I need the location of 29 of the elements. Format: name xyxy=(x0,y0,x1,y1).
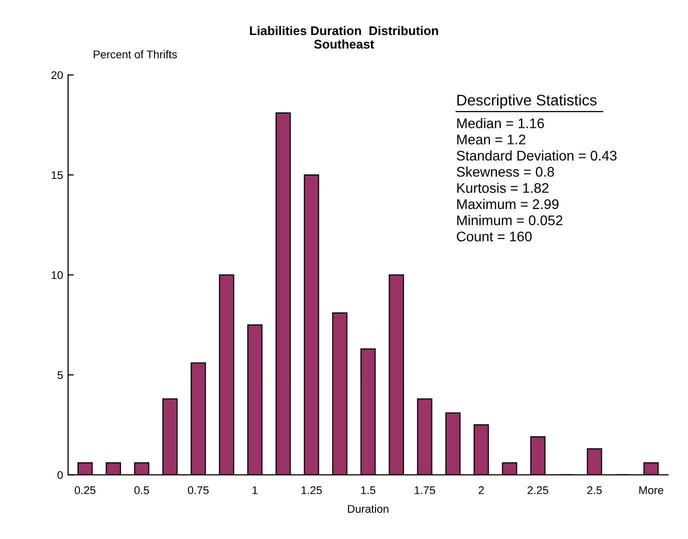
y-tick-label: 5 xyxy=(58,371,63,380)
annotation: Median = 1.16 xyxy=(457,118,544,128)
chart-subtitle: Southeast xyxy=(314,39,374,49)
annotation: Kurtosis = 1.82 xyxy=(457,182,548,193)
x-tick-label: 2.25 xyxy=(528,486,548,494)
x-tick-label: More xyxy=(639,486,664,494)
x-tick-label: 1.75 xyxy=(414,486,436,494)
annotation: Standard Deviation = 0.43 xyxy=(456,150,617,161)
annotation: Count = 160 xyxy=(456,232,532,242)
x-tick-label: 1 xyxy=(252,486,258,494)
chart-title: Liabilities Duration Distribution xyxy=(250,26,438,36)
y-axis-title: Percent of Thrifts xyxy=(94,50,177,58)
x-tick-label: 0.5 xyxy=(134,486,149,494)
x-tick-label: 2 xyxy=(478,486,484,494)
annotation: Minimum = 0.052 xyxy=(457,215,562,226)
y-tick-label: 10 xyxy=(52,271,63,280)
x-tick-label: 1.25 xyxy=(302,486,322,494)
x-axis-title: Duration xyxy=(348,504,388,513)
y-tick-label: 20 xyxy=(51,71,63,80)
annotation: Skewness = 0.8 xyxy=(456,166,554,177)
x-tick-label: 0.75 xyxy=(188,486,209,494)
y-tick-label: 0 xyxy=(58,471,63,479)
x-tick-label: 0.25 xyxy=(74,486,96,494)
x-tick-label: 2.5 xyxy=(587,486,602,494)
annotation: Maximum = 2.99 xyxy=(457,198,559,210)
x-tick-label: 1.5 xyxy=(361,486,376,494)
annotation: Descriptive Statistics xyxy=(457,94,597,109)
annotation: Mean = 1.2 xyxy=(457,134,526,144)
y-tick-label: 15 xyxy=(52,171,63,180)
